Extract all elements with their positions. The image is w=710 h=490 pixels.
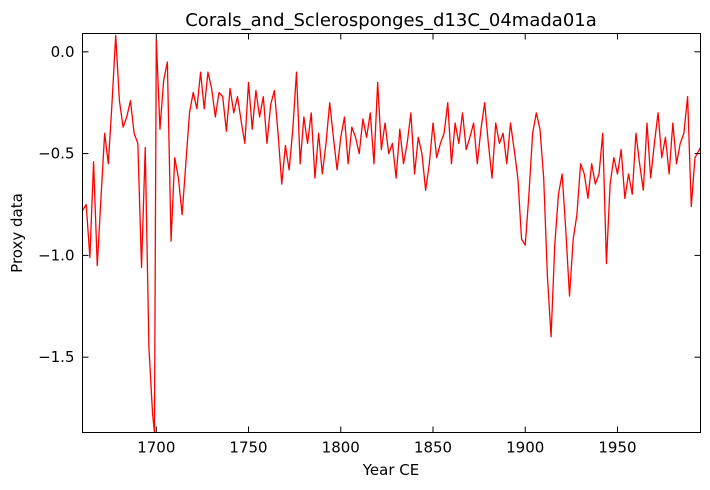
chart-title: Corals_and_Sclerosponges_d13C_04mada01a xyxy=(185,10,597,31)
x-tick-label: 1850 xyxy=(414,439,452,457)
x-tick-label: 1700 xyxy=(137,439,175,457)
y-tick-label: −1.0 xyxy=(38,246,74,264)
x-tick-label: 1950 xyxy=(598,439,636,457)
y-tick-label: 0.0 xyxy=(51,43,75,61)
y-tick-label: −1.5 xyxy=(38,348,74,366)
y-axis-title: Proxy data xyxy=(8,193,26,273)
series-line-1 xyxy=(82,34,701,433)
x-tick-label: 1750 xyxy=(229,439,267,457)
y-tick-label: −0.5 xyxy=(38,145,74,163)
x-tick-label: 1800 xyxy=(322,439,360,457)
plot-frame xyxy=(82,33,701,433)
x-axis-title: Year CE xyxy=(362,461,419,479)
x-tick-label: 1900 xyxy=(506,439,544,457)
